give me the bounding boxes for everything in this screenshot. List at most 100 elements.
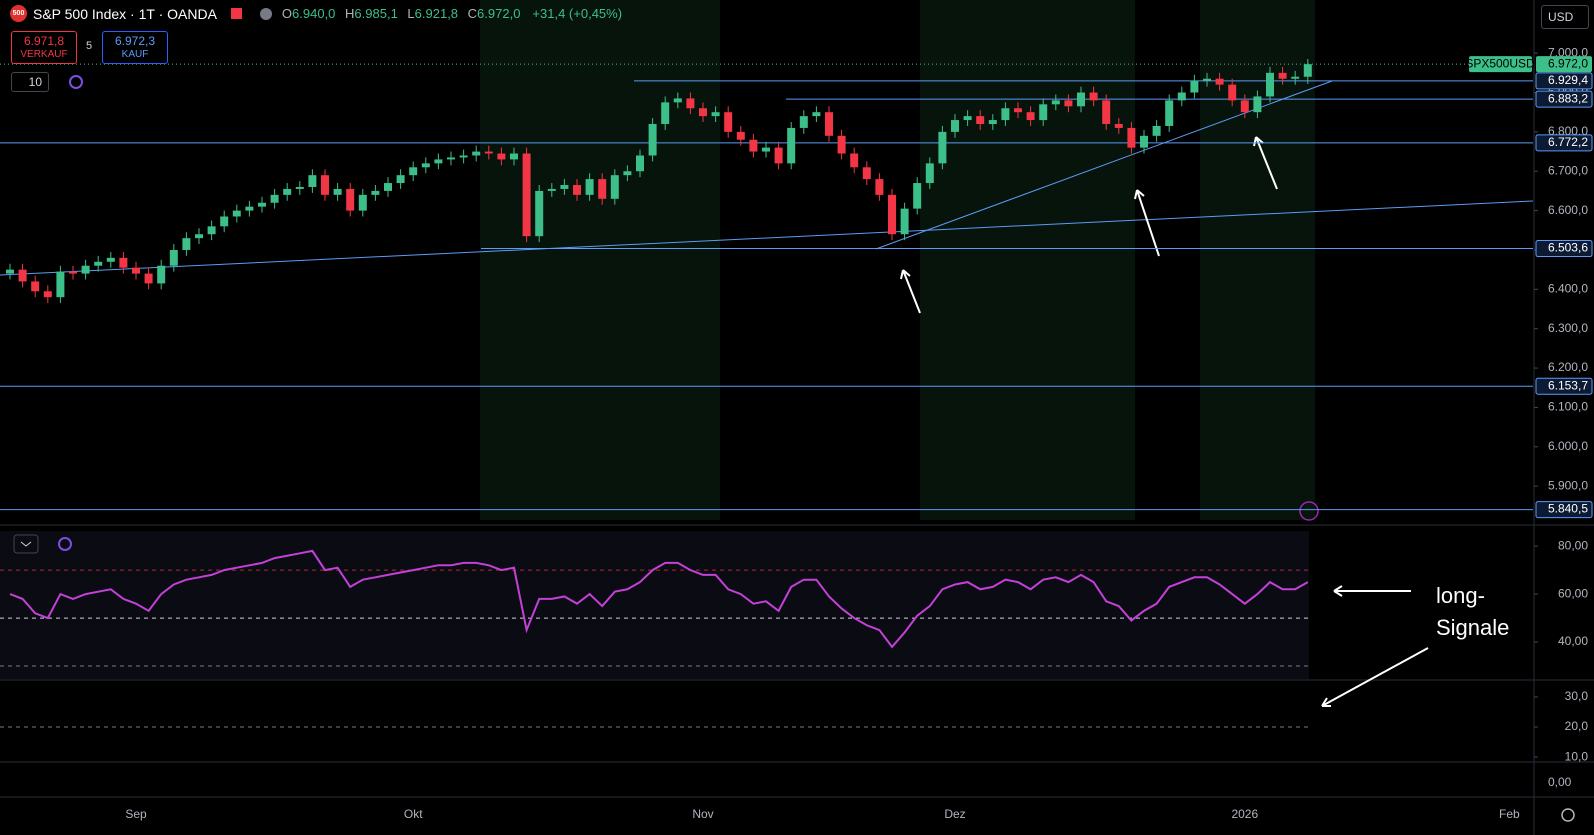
candle-body xyxy=(358,194,367,211)
candle-body xyxy=(43,291,52,298)
candle-body xyxy=(1077,92,1085,107)
candle-body xyxy=(875,179,884,195)
candle-body xyxy=(711,112,720,117)
candle-body xyxy=(1228,84,1237,101)
candle-body xyxy=(308,175,317,187)
buy-button[interactable]: 6.972,3 KAUF xyxy=(102,31,168,64)
indicator-count[interactable]: 10 xyxy=(11,72,49,92)
spread: 5 xyxy=(86,40,93,52)
y-tick-label: 6.300,0 xyxy=(1548,321,1588,335)
x-axis-label: 2026 xyxy=(1231,807,1258,821)
collapse-button[interactable] xyxy=(13,534,39,554)
arrow xyxy=(1134,189,1160,257)
candle-body xyxy=(94,261,103,266)
y-tick-label: 40,00 xyxy=(1558,634,1588,648)
candle-body xyxy=(132,267,140,274)
sell-button[interactable]: 6.971,8 VERKAUF xyxy=(11,31,77,64)
y-tick-label: 6.000,0 xyxy=(1548,439,1588,453)
candle-body xyxy=(371,190,380,195)
y-tick-label: 30,0 xyxy=(1565,689,1589,703)
candle-body xyxy=(686,98,695,109)
x-axis-label: Dez xyxy=(944,807,965,821)
arrow xyxy=(900,269,921,314)
candle-body xyxy=(1215,78,1224,85)
candle-body xyxy=(1089,92,1098,101)
candle-body xyxy=(850,153,859,168)
candle-body xyxy=(396,175,405,184)
candle-body xyxy=(888,194,896,235)
sync-icon[interactable] xyxy=(69,75,83,89)
candle-body xyxy=(560,185,569,189)
ohlc-key: O xyxy=(281,6,293,21)
candle-body xyxy=(976,116,985,124)
candle-body xyxy=(106,257,115,262)
candle-body xyxy=(648,123,657,156)
histogram-tick: 0,00 xyxy=(1548,775,1572,789)
candle-body xyxy=(220,216,229,227)
price-level-label: 6.883,2 xyxy=(1548,91,1588,105)
candle-body xyxy=(799,116,808,128)
candle-body xyxy=(459,155,468,158)
price-level-tag xyxy=(1535,90,1593,108)
ohlc-value: 6.921,8 xyxy=(414,6,459,21)
candle-body xyxy=(384,183,392,191)
candle-body xyxy=(1278,72,1287,79)
candle-body xyxy=(484,151,493,154)
sync-icon[interactable] xyxy=(58,537,72,551)
session-shade xyxy=(920,0,1135,520)
candle-body xyxy=(144,273,153,284)
price-level-tag xyxy=(1535,377,1593,395)
candle-body xyxy=(963,116,972,121)
candle-body xyxy=(623,171,632,176)
candle-body xyxy=(573,185,581,195)
symbol-title[interactable]: S&P 500 Index · 1T · OANDA xyxy=(33,5,217,22)
x-axis-label: Okt xyxy=(404,807,423,821)
candle-body xyxy=(321,175,329,195)
logo: 500 xyxy=(10,5,27,22)
candle-body xyxy=(245,206,254,211)
candle-body xyxy=(1253,96,1262,113)
candle-body xyxy=(837,135,846,154)
y-tick-label: 6.200,0 xyxy=(1548,360,1588,374)
x-axis-label: Nov xyxy=(692,807,713,821)
candle-body xyxy=(1291,76,1300,79)
currency-select[interactable]: USD xyxy=(1541,5,1589,29)
arrow xyxy=(1333,585,1411,597)
candle-body xyxy=(636,155,644,172)
symbol-label: SPX500USD xyxy=(1465,56,1535,70)
candle-body xyxy=(585,179,594,195)
last-price-tag xyxy=(1536,56,1592,73)
candle-body xyxy=(207,226,216,235)
candle-body xyxy=(283,188,292,195)
x-axis-label: Sep xyxy=(125,807,147,821)
buy-price: 6.972,3 xyxy=(114,33,156,48)
y-tick-label: 60,00 xyxy=(1558,586,1588,600)
price-level-label: 5.840,5 xyxy=(1548,502,1588,516)
visibility-toggle[interactable] xyxy=(259,7,272,20)
alert-icon[interactable] xyxy=(1299,501,1319,521)
candle-body xyxy=(1127,127,1136,148)
candle-body xyxy=(736,131,745,140)
candle-body xyxy=(434,159,443,164)
candle-body xyxy=(598,179,607,199)
flag[interactable] xyxy=(230,8,242,19)
candle-body xyxy=(1303,64,1312,77)
settings-icon[interactable] xyxy=(1561,808,1575,822)
buy-label: KAUF xyxy=(121,48,149,60)
candle-body xyxy=(762,147,770,152)
y-tick-label: 6.400,0 xyxy=(1548,281,1588,295)
candle-body xyxy=(749,139,758,152)
candle-body xyxy=(270,194,279,203)
candle-body xyxy=(610,175,619,199)
candle-body xyxy=(346,188,355,211)
candle-body xyxy=(119,257,128,268)
candle-body xyxy=(1266,72,1274,97)
x-axis-label: Feb xyxy=(1499,807,1520,821)
price-level-label: 6.153,7 xyxy=(1548,378,1588,392)
candle-body xyxy=(69,271,77,274)
candle-body xyxy=(409,167,418,176)
candle-body xyxy=(1064,100,1073,107)
price-level-tag xyxy=(1535,72,1593,90)
